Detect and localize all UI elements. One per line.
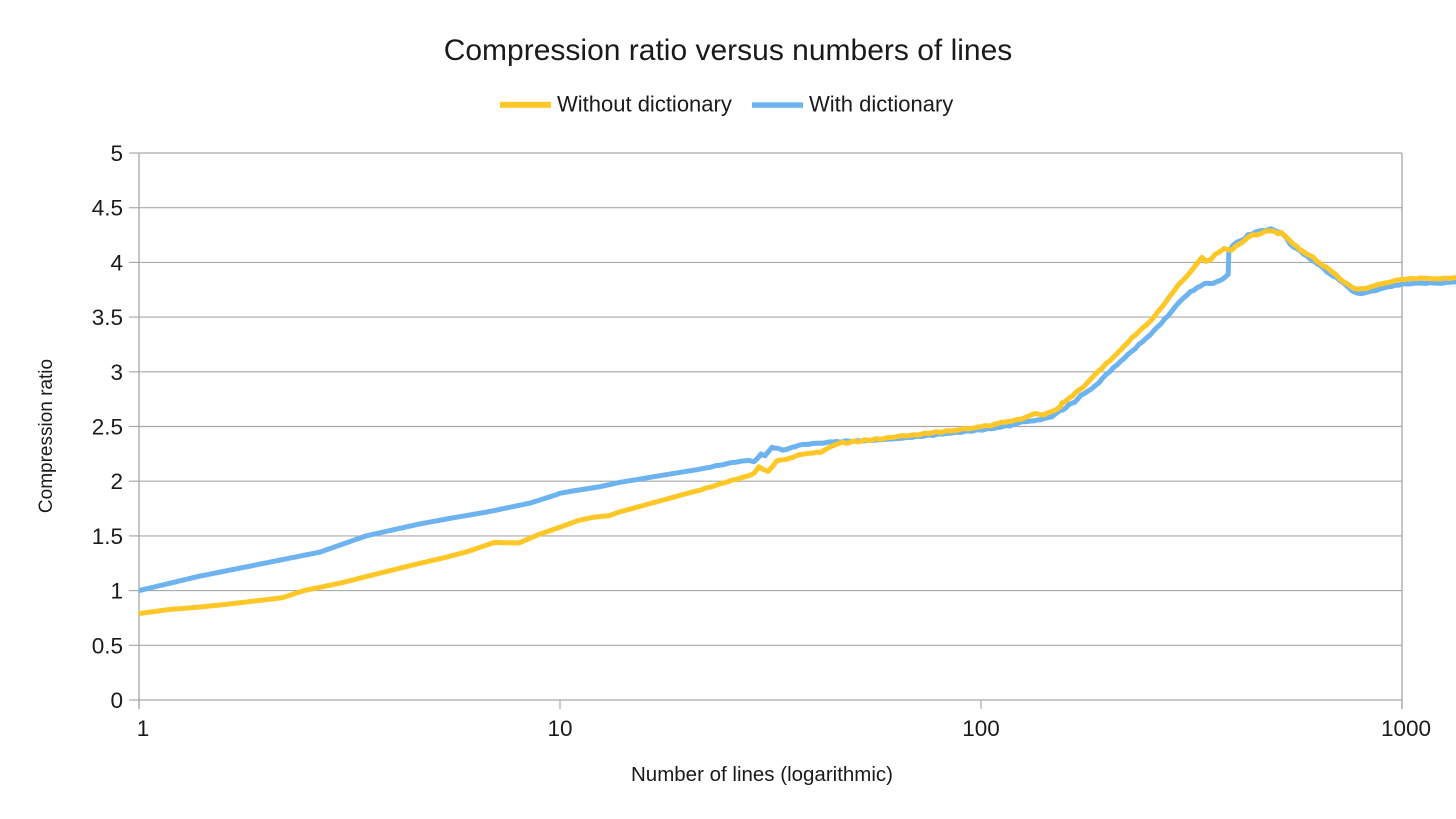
svg-text:3.5: 3.5 — [92, 305, 123, 330]
svg-text:With dictionary: With dictionary — [809, 92, 953, 117]
svg-text:1: 1 — [137, 716, 150, 741]
svg-text:10: 10 — [547, 716, 572, 741]
svg-text:1.5: 1.5 — [92, 524, 123, 549]
svg-text:4.5: 4.5 — [92, 196, 123, 221]
svg-text:Compression ratio: Compression ratio — [36, 359, 57, 513]
svg-text:1: 1 — [110, 579, 123, 604]
svg-text:0.5: 0.5 — [92, 633, 123, 658]
svg-text:5: 5 — [110, 141, 123, 166]
svg-text:Compression ratio versus numbe: Compression ratio versus numbers of line… — [444, 34, 1013, 67]
svg-text:0: 0 — [110, 688, 123, 713]
svg-text:Number of lines (logarithmic): Number of lines (logarithmic) — [631, 763, 893, 786]
svg-text:3: 3 — [110, 360, 123, 385]
svg-text:2.5: 2.5 — [92, 415, 123, 440]
svg-text:100: 100 — [962, 716, 1000, 741]
svg-text:2: 2 — [110, 469, 123, 494]
svg-text:Without dictionary: Without dictionary — [557, 92, 732, 117]
svg-text:4: 4 — [110, 250, 123, 275]
svg-text:1000: 1000 — [1381, 716, 1431, 741]
